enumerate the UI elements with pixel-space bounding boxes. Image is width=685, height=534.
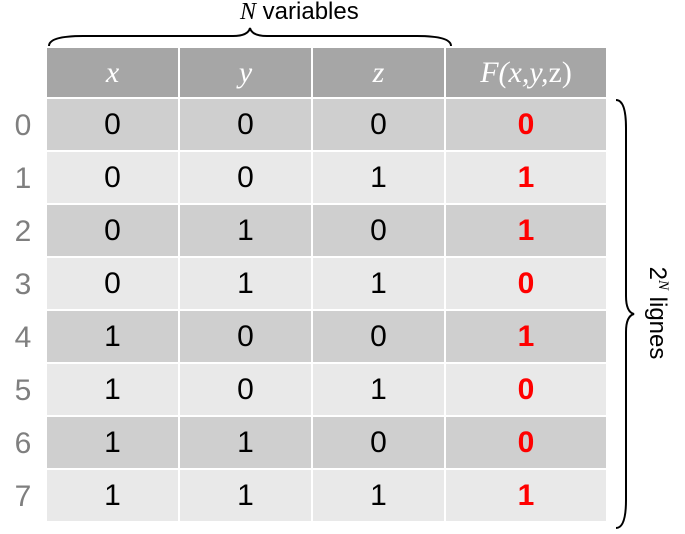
- cell-y: 1: [180, 470, 313, 523]
- lignes-text: lignes: [644, 290, 671, 360]
- cell-f: 1: [446, 311, 606, 364]
- cell-y: 1: [180, 417, 313, 470]
- header-f-name: F: [480, 55, 499, 89]
- cell-z: 0: [313, 417, 446, 470]
- cell-x: 1: [47, 470, 180, 523]
- row-index: 7: [14, 480, 32, 513]
- top-curly-brace: [48, 27, 452, 47]
- table-row: 0 0 0 0: [47, 99, 606, 152]
- cell-y: 1: [180, 258, 313, 311]
- row-index: 3: [14, 268, 32, 301]
- table-row: 1 0 1 0: [47, 364, 606, 417]
- cell-x: 0: [47, 205, 180, 258]
- cell-z: 1: [313, 364, 446, 417]
- header-row: x y z F(x,y,z): [47, 48, 606, 99]
- row-index: 4: [14, 321, 32, 354]
- cell-y: 0: [180, 152, 313, 205]
- table-row: 1 1 0 0: [47, 417, 606, 470]
- cell-x: 0: [47, 152, 180, 205]
- right-curly-brace: [615, 99, 635, 529]
- row-index: 0: [14, 109, 32, 142]
- 2n-lignes-label: 2N lignes: [643, 267, 671, 360]
- cell-z: 1: [313, 470, 446, 523]
- n-variables-label: N variables: [240, 0, 460, 26]
- n-symbol: N: [240, 0, 257, 25]
- row-index: 5: [14, 374, 32, 407]
- cell-z: 0: [313, 205, 446, 258]
- truth-table: x y z F(x,y,z) 0 0 0 0 0 0 1 1 0 1 0 1 0…: [47, 48, 606, 523]
- cell-x: 0: [47, 258, 180, 311]
- table-row: 0 0 1 1: [47, 152, 606, 205]
- cell-z: 1: [313, 258, 446, 311]
- cell-f: 0: [446, 99, 606, 152]
- cell-f: 1: [446, 470, 606, 523]
- n-variables-text: variables: [256, 0, 359, 25]
- header-y: y: [180, 48, 313, 99]
- n-exponent: N: [655, 279, 671, 290]
- cell-y: 0: [180, 99, 313, 152]
- row-index: 6: [14, 427, 32, 460]
- header-f-close: ): [561, 55, 572, 89]
- cell-z: 1: [313, 152, 446, 205]
- row-index: 1: [14, 162, 32, 195]
- header-f: F(x,y,z): [446, 48, 606, 99]
- cell-f: 0: [446, 417, 606, 470]
- row-index-column: 0 1 2 3 4 5 6 7: [0, 99, 46, 523]
- table-row: 0 1 0 1: [47, 205, 606, 258]
- header-z: z: [313, 48, 446, 99]
- cell-y: 0: [180, 311, 313, 364]
- cell-f: 1: [446, 205, 606, 258]
- table-row: 1 1 1 1: [47, 470, 606, 523]
- cell-x: 0: [47, 99, 180, 152]
- table-row: 1 0 0 1: [47, 311, 606, 364]
- cell-y: 1: [180, 205, 313, 258]
- two-base: 2: [644, 266, 671, 280]
- header-x: x: [47, 48, 180, 99]
- header-f-args: (x,y,: [498, 55, 549, 89]
- cell-z: 0: [313, 311, 446, 364]
- cell-f: 0: [446, 258, 606, 311]
- row-index: 2: [14, 215, 32, 248]
- cell-f: 1: [446, 152, 606, 205]
- cell-x: 1: [47, 311, 180, 364]
- cell-x: 1: [47, 417, 180, 470]
- cell-z: 0: [313, 99, 446, 152]
- table-row: 0 1 1 0: [47, 258, 606, 311]
- header-f-last: z: [548, 55, 562, 89]
- cell-y: 0: [180, 364, 313, 417]
- cell-x: 1: [47, 364, 180, 417]
- cell-f: 0: [446, 364, 606, 417]
